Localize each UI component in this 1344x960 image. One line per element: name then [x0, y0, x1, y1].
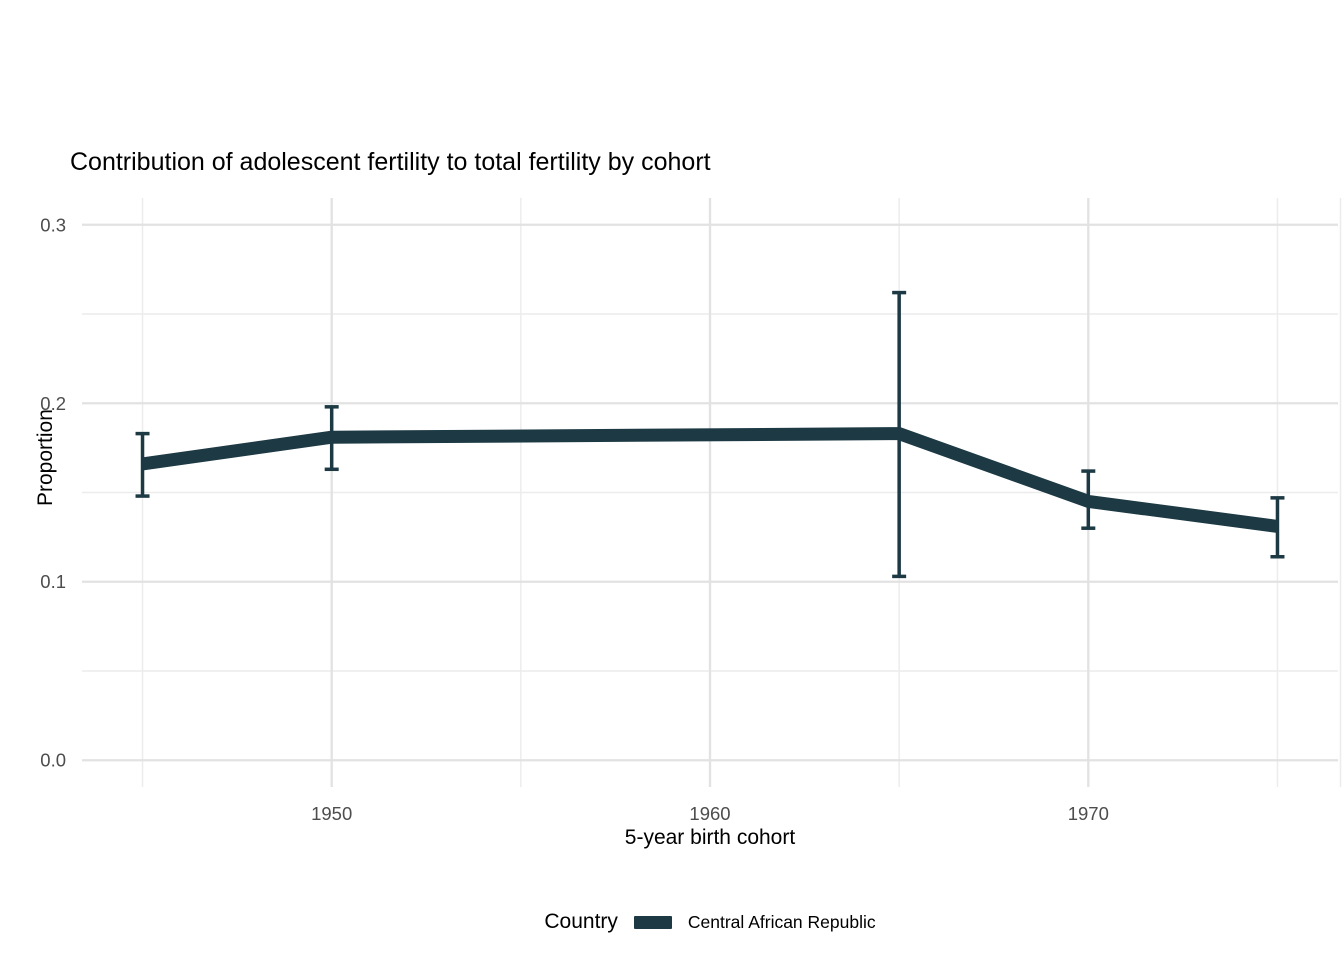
y-axis-title: Proportion: [34, 409, 57, 506]
chart-title: Contribution of adolescent fertility to …: [70, 148, 711, 176]
y-tick-label: 0.3: [40, 214, 66, 235]
series-line: [141, 427, 1279, 533]
y-tick-label: 0.0: [40, 750, 66, 771]
x-axis-title: 5-year birth cohort: [624, 826, 796, 849]
legend-line-swatch: [633, 915, 672, 929]
y-tick-label: 0.2: [40, 393, 66, 414]
legend: Country Central African Republic: [82, 902, 1338, 942]
y-tick-label: 0.1: [40, 571, 66, 592]
legend-title: Country: [544, 910, 618, 933]
legend-item-label: Central African Republic: [687, 911, 876, 932]
x-tick-label: 1960: [689, 803, 730, 824]
x-tick-label: 1950: [311, 803, 352, 824]
x-tick-label: 1970: [1068, 803, 1109, 824]
